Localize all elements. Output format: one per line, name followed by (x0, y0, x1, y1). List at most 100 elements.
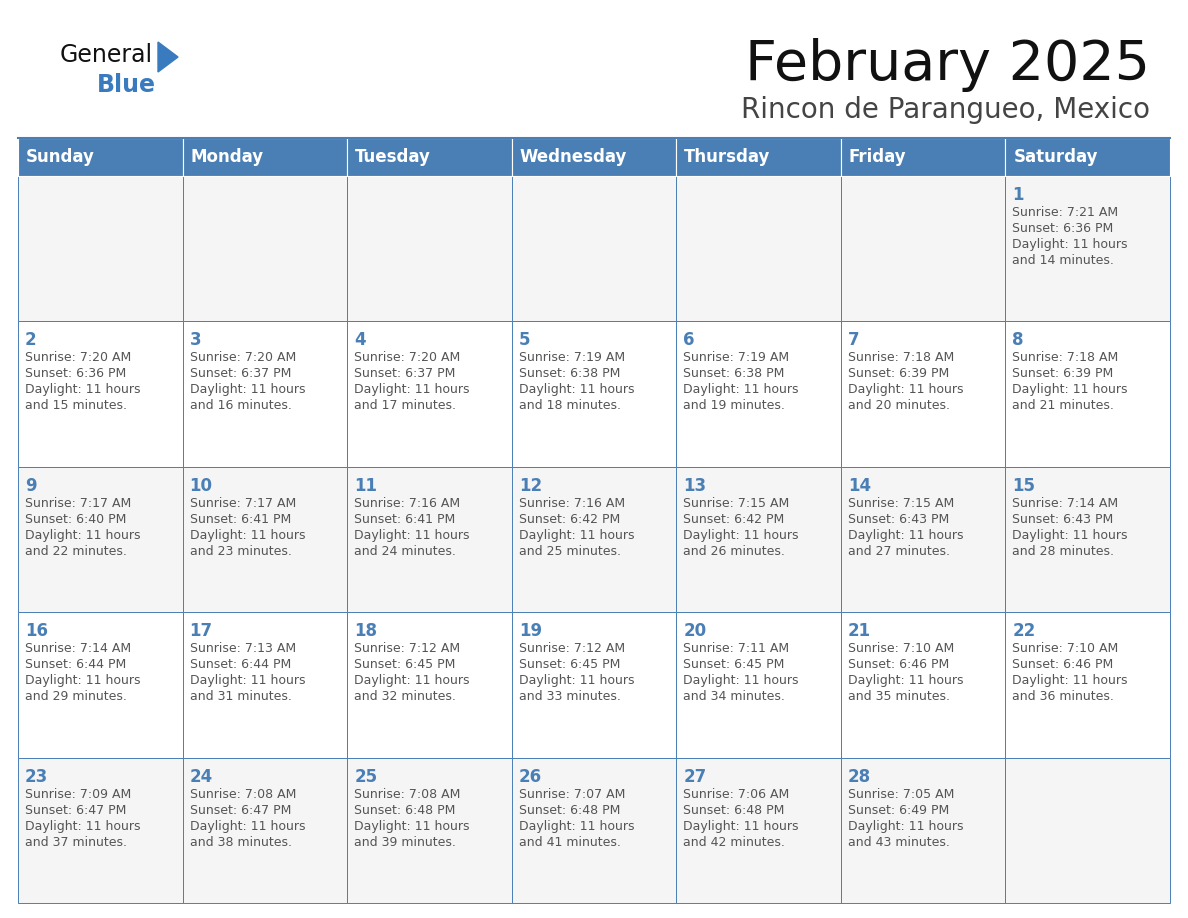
Text: Daylight: 11 hours: Daylight: 11 hours (190, 384, 305, 397)
Bar (1005, 757, 1170, 903)
Text: 18: 18 (354, 622, 377, 640)
Text: Sunrise: 7:17 AM: Sunrise: 7:17 AM (190, 497, 296, 509)
Text: and 26 minutes.: and 26 minutes. (683, 544, 785, 558)
Bar (1005, 612, 1170, 757)
Text: 1: 1 (1012, 186, 1024, 204)
Text: Sunset: 6:36 PM: Sunset: 6:36 PM (1012, 222, 1113, 235)
Text: 17: 17 (190, 622, 213, 640)
Bar (18, 321, 183, 466)
Text: Daylight: 11 hours: Daylight: 11 hours (190, 674, 305, 688)
Text: 16: 16 (25, 622, 48, 640)
Text: 24: 24 (190, 767, 213, 786)
Text: and 31 minutes.: and 31 minutes. (190, 690, 291, 703)
Text: and 17 minutes.: and 17 minutes. (354, 399, 456, 412)
Text: Daylight: 11 hours: Daylight: 11 hours (1012, 238, 1127, 251)
Text: Sunset: 6:42 PM: Sunset: 6:42 PM (683, 513, 784, 526)
Text: 4: 4 (354, 331, 366, 350)
Text: 8: 8 (1012, 331, 1024, 350)
Text: and 37 minutes.: and 37 minutes. (25, 835, 127, 848)
Text: and 39 minutes.: and 39 minutes. (354, 835, 456, 848)
Bar (183, 176, 347, 321)
Text: Sunset: 6:38 PM: Sunset: 6:38 PM (683, 367, 784, 380)
Text: Daylight: 11 hours: Daylight: 11 hours (848, 384, 963, 397)
Text: Daylight: 11 hours: Daylight: 11 hours (519, 529, 634, 542)
Text: Sunrise: 7:16 AM: Sunrise: 7:16 AM (354, 497, 460, 509)
Text: Sunset: 6:36 PM: Sunset: 6:36 PM (25, 367, 126, 380)
Text: 27: 27 (683, 767, 707, 786)
Bar (512, 466, 676, 612)
Text: and 19 minutes.: and 19 minutes. (683, 399, 785, 412)
Text: Sunset: 6:41 PM: Sunset: 6:41 PM (354, 513, 455, 526)
Text: and 15 minutes.: and 15 minutes. (25, 399, 127, 412)
Text: Daylight: 11 hours: Daylight: 11 hours (354, 529, 469, 542)
Text: Daylight: 11 hours: Daylight: 11 hours (519, 674, 634, 688)
Text: and 36 minutes.: and 36 minutes. (1012, 690, 1114, 703)
Text: 10: 10 (190, 476, 213, 495)
Text: Daylight: 11 hours: Daylight: 11 hours (683, 384, 798, 397)
Text: and 21 minutes.: and 21 minutes. (1012, 399, 1114, 412)
Text: Daylight: 11 hours: Daylight: 11 hours (683, 529, 798, 542)
Text: Rincon de Parangueo, Mexico: Rincon de Parangueo, Mexico (741, 96, 1150, 124)
Text: Daylight: 11 hours: Daylight: 11 hours (683, 820, 798, 833)
Bar (841, 176, 1005, 321)
Text: February 2025: February 2025 (745, 38, 1150, 92)
Text: Sunset: 6:41 PM: Sunset: 6:41 PM (190, 513, 291, 526)
Text: and 22 minutes.: and 22 minutes. (25, 544, 127, 558)
Bar (18, 176, 183, 321)
Text: Sunrise: 7:20 AM: Sunrise: 7:20 AM (190, 352, 296, 364)
Text: Sunrise: 7:17 AM: Sunrise: 7:17 AM (25, 497, 131, 509)
Text: 15: 15 (1012, 476, 1036, 495)
Text: Sunrise: 7:18 AM: Sunrise: 7:18 AM (848, 352, 954, 364)
Text: Sunrise: 7:15 AM: Sunrise: 7:15 AM (683, 497, 790, 509)
Bar (512, 612, 676, 757)
Text: Sunset: 6:47 PM: Sunset: 6:47 PM (25, 803, 126, 817)
Bar (347, 757, 512, 903)
Text: 5: 5 (519, 331, 530, 350)
Text: and 34 minutes.: and 34 minutes. (683, 690, 785, 703)
Text: Sunrise: 7:08 AM: Sunrise: 7:08 AM (354, 788, 461, 800)
Text: Daylight: 11 hours: Daylight: 11 hours (25, 820, 140, 833)
Text: 6: 6 (683, 331, 695, 350)
Bar (183, 612, 347, 757)
Text: 21: 21 (848, 622, 871, 640)
Bar (1005, 466, 1170, 612)
Text: Sunset: 6:44 PM: Sunset: 6:44 PM (25, 658, 126, 671)
Bar (512, 321, 676, 466)
Text: and 14 minutes.: and 14 minutes. (1012, 254, 1114, 267)
Text: Sunset: 6:46 PM: Sunset: 6:46 PM (848, 658, 949, 671)
Text: Sunrise: 7:20 AM: Sunrise: 7:20 AM (25, 352, 131, 364)
Text: Friday: Friday (849, 148, 906, 166)
Text: Sunrise: 7:15 AM: Sunrise: 7:15 AM (848, 497, 954, 509)
Text: 11: 11 (354, 476, 377, 495)
Text: Sunset: 6:43 PM: Sunset: 6:43 PM (1012, 513, 1113, 526)
Text: Sunset: 6:48 PM: Sunset: 6:48 PM (683, 803, 784, 817)
Text: and 38 minutes.: and 38 minutes. (190, 835, 291, 848)
Text: 7: 7 (848, 331, 859, 350)
Text: Monday: Monday (190, 148, 264, 166)
Text: Sunday: Sunday (26, 148, 95, 166)
Bar (347, 321, 512, 466)
Bar (18, 138, 183, 176)
Bar (841, 138, 1005, 176)
Bar (676, 176, 841, 321)
Text: Sunrise: 7:19 AM: Sunrise: 7:19 AM (683, 352, 789, 364)
Text: Sunrise: 7:09 AM: Sunrise: 7:09 AM (25, 788, 131, 800)
Text: Sunrise: 7:07 AM: Sunrise: 7:07 AM (519, 788, 625, 800)
Text: Daylight: 11 hours: Daylight: 11 hours (190, 820, 305, 833)
Text: Daylight: 11 hours: Daylight: 11 hours (1012, 674, 1127, 688)
Text: and 25 minutes.: and 25 minutes. (519, 544, 620, 558)
Text: Sunrise: 7:19 AM: Sunrise: 7:19 AM (519, 352, 625, 364)
Text: Daylight: 11 hours: Daylight: 11 hours (25, 529, 140, 542)
Bar (512, 176, 676, 321)
Text: 25: 25 (354, 767, 378, 786)
Bar (841, 757, 1005, 903)
Text: Daylight: 11 hours: Daylight: 11 hours (354, 384, 469, 397)
Text: 2: 2 (25, 331, 37, 350)
Polygon shape (158, 42, 178, 72)
Text: 23: 23 (25, 767, 49, 786)
Text: and 27 minutes.: and 27 minutes. (848, 544, 950, 558)
Text: Sunset: 6:37 PM: Sunset: 6:37 PM (190, 367, 291, 380)
Text: and 29 minutes.: and 29 minutes. (25, 690, 127, 703)
Text: Daylight: 11 hours: Daylight: 11 hours (683, 674, 798, 688)
Text: Sunset: 6:40 PM: Sunset: 6:40 PM (25, 513, 126, 526)
